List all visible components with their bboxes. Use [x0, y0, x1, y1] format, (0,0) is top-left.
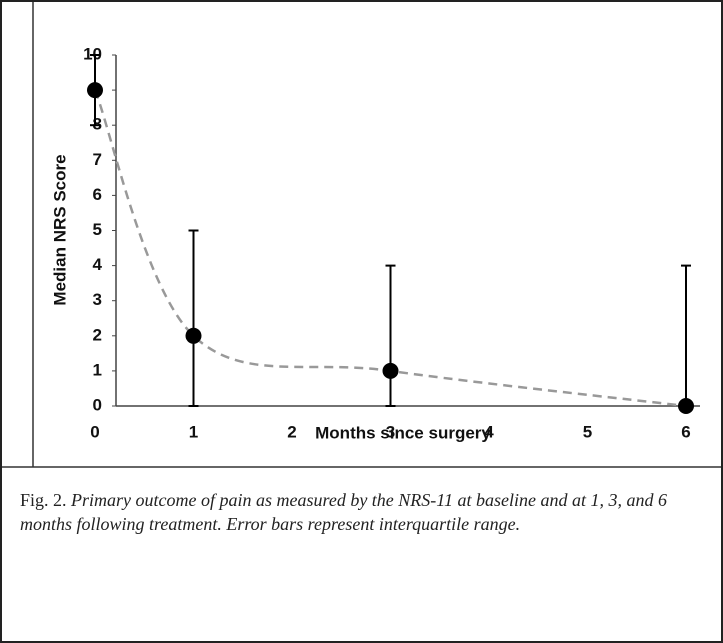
data-point [87, 82, 103, 99]
y-tick-label: 2 [93, 325, 102, 344]
x-tick-label: 5 [583, 422, 592, 441]
x-tick-label: 4 [484, 422, 494, 441]
y-tick-label: 4 [93, 255, 103, 274]
y-tick-label: 8 [93, 115, 102, 134]
y-tick-label: 0 [93, 395, 102, 414]
y-axis-title: Median NRS Score [50, 154, 69, 305]
y-tick-label: 3 [93, 290, 102, 309]
x-tick-label: 3 [386, 422, 395, 441]
y-tick-label: 10 [83, 44, 102, 63]
y-tick-label: 5 [93, 220, 102, 239]
data-point [382, 362, 399, 379]
caption-label: Fig. 2. [20, 490, 67, 510]
caption: Fig. 2. Primary outcome of pain as measu… [20, 488, 710, 536]
y-tick-label: 6 [93, 185, 102, 204]
trend-line [93, 89, 687, 408]
x-tick-label: 6 [681, 422, 690, 441]
x-tick-label: 0 [90, 422, 99, 441]
data-point [678, 398, 694, 414]
data-point [185, 327, 202, 344]
x-axis-title: Months since surgery [315, 423, 491, 442]
caption-text: Primary outcome of pain as measured by t… [20, 490, 667, 534]
y-tick-label: 1 [93, 360, 102, 379]
x-tick-label: 2 [287, 422, 296, 441]
x-tick-label: 1 [189, 422, 198, 441]
y-tick-label: 7 [93, 150, 102, 169]
